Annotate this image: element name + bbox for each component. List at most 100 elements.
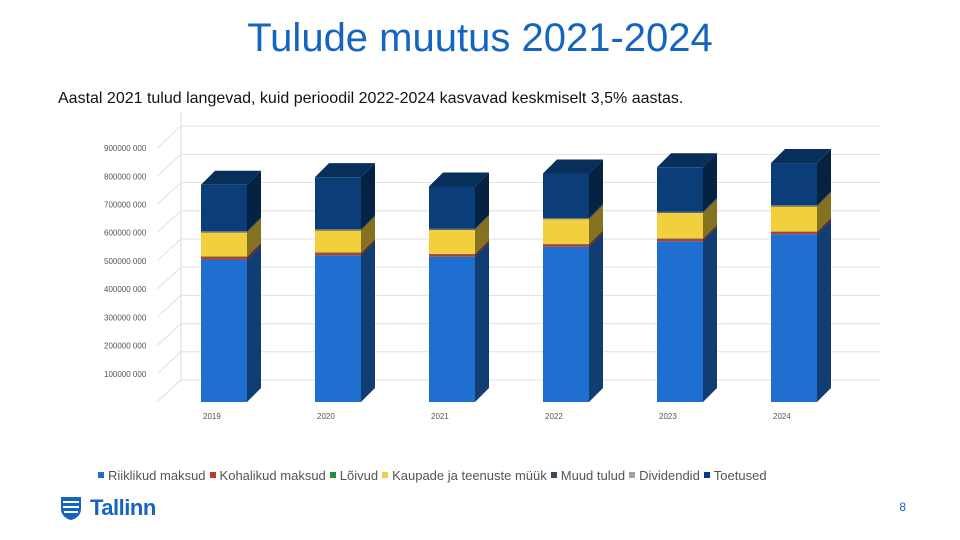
bar-stack-2020 <box>315 163 375 402</box>
bar-segment-muud-tulud-2019-side <box>247 217 261 233</box>
chart-legend: Riiklikud maksud Kohalikud maksud Lõivud Ka… <box>98 468 898 483</box>
bar-segment-l-ivud-2019-side <box>247 242 261 257</box>
gridline <box>156 379 880 403</box>
bar-segment-toetused-2021 <box>429 186 475 229</box>
bar-segment-kaupade-ja-teenuste-m-k-2020 <box>315 230 361 253</box>
gridline <box>156 351 880 375</box>
bar-top-2023 <box>657 153 717 168</box>
bar-segment-riiklikud-maksud-2019-side <box>247 245 261 402</box>
bar-segment-kaupade-ja-teenuste-m-k-2020-side <box>361 216 375 253</box>
bar-segment-muud-tulud-2020-side <box>361 215 375 231</box>
bar-segment-riiklikud-maksud-2024 <box>771 234 817 402</box>
x-tick-label: 2023 <box>659 412 677 421</box>
bar-segment-l-ivud-2020 <box>315 252 361 254</box>
y-tick-label: 200000 000 <box>104 342 147 351</box>
bar-segment-muud-tulud-2021 <box>429 229 475 230</box>
bar-top-2022 <box>543 159 603 174</box>
bar-segment-l-ivud-2022-side <box>589 230 603 245</box>
legend-item: Lõivud <box>329 468 379 483</box>
y-tick-label: 700000 000 <box>104 201 147 210</box>
gridline <box>156 153 880 177</box>
x-tick-label: 2019 <box>203 412 221 421</box>
legend-label: Kohalikud maksud <box>219 468 326 483</box>
y-tick-label: 900000 000 <box>104 144 147 153</box>
chart-labels: 100000 000 200000 000 300000 000 400000 000… <box>104 144 791 421</box>
bar-stack-2019 <box>201 170 261 402</box>
bar-top-2021 <box>429 172 489 187</box>
bar-segment-dividendid-2021-side <box>475 214 489 230</box>
legend-label: Kaupade ja teenuste müük <box>392 468 547 483</box>
legend-swatch <box>329 471 336 478</box>
bar-segment-toetused-2019-side <box>247 170 261 232</box>
bar-segment-riiklikud-maksud-2021 <box>429 256 475 402</box>
bar-segment-riiklikud-maksud-2023-side <box>703 227 717 402</box>
bar-top-2024 <box>771 149 831 164</box>
bar-segment-toetused-2020-side <box>361 163 375 230</box>
tallinn-crest-icon <box>61 497 81 520</box>
bar-stack-2024 <box>771 149 831 402</box>
bar-segment-kohalikud-maksud-2019 <box>201 256 247 260</box>
logo-text: Tallinn <box>90 495 156 520</box>
bar-segment-riiklikud-maksud-2024-side <box>817 220 831 402</box>
gridline <box>156 182 880 205</box>
gridline <box>156 125 880 149</box>
bar-segment-kohalikud-maksud-2020 <box>315 253 361 256</box>
bar-stack-2023 <box>657 153 717 402</box>
y-tick-label: 100000 000 <box>104 370 147 379</box>
bar-segment-kaupade-ja-teenuste-m-k-2022 <box>543 219 589 245</box>
bar-segment-dividendid-2019-side <box>247 217 261 232</box>
gridline <box>156 294 880 318</box>
y-tick-label: 500000 000 <box>104 257 147 266</box>
bar-segment-muud-tulud-2022 <box>543 218 589 220</box>
bar-stack-2022 <box>543 159 603 402</box>
legend-label: Muud tulud <box>560 468 626 483</box>
bar-segment-muud-tulud-2022-side <box>589 204 603 220</box>
bar-segment-toetused-2022-side <box>589 159 603 219</box>
bar-segment-dividendid-2022-side <box>589 204 603 219</box>
bar-segment-toetused-2022 <box>543 173 589 219</box>
bar-segment-kohalikud-maksud-2022-side <box>589 230 603 247</box>
bar-segment-riiklikud-maksud-2022-side <box>589 232 603 402</box>
bar-segment-kaupade-ja-teenuste-m-k-2021-side <box>475 215 489 254</box>
bar-segment-kohalikud-maksud-2024-side <box>817 217 831 235</box>
slide-subtitle: Aastal 2021 tulud langevad, kuid periood… <box>58 90 684 107</box>
bar-segment-toetused-2021-side <box>475 172 489 229</box>
legend-label: Lõivud <box>339 468 379 483</box>
slide-title: Tulude muutus 2021-2024 <box>247 16 713 60</box>
bar-segment-l-ivud-2021-side <box>475 239 489 255</box>
bar-segment-kohalikud-maksud-2019-side <box>247 242 261 260</box>
x-tick-label: 2024 <box>773 412 791 421</box>
y-tick-label: 800000 000 <box>104 172 147 181</box>
bar-segment-toetused-2020 <box>315 177 361 230</box>
bar-segment-l-ivud-2023-side <box>703 224 717 239</box>
bar-top-2020 <box>315 163 375 178</box>
bar-segment-riiklikud-maksud-2023 <box>657 241 703 402</box>
bar-segment-kohalikud-maksud-2023-side <box>703 224 717 242</box>
bar-segment-kaupade-ja-teenuste-m-k-2021 <box>429 229 475 254</box>
y-tick-label: 400000 000 <box>104 285 147 294</box>
legend-swatch <box>209 471 216 478</box>
tallinn-logo: Tallinn <box>58 494 156 522</box>
bar-segment-toetused-2024 <box>771 163 817 206</box>
gridline <box>156 210 880 234</box>
bar-segment-kohalikud-maksud-2022 <box>543 244 589 247</box>
x-tick-label: 2020 <box>317 412 335 421</box>
bar-segment-l-ivud-2019 <box>201 256 247 257</box>
legend-swatch <box>703 471 710 478</box>
bar-segment-l-ivud-2024 <box>771 231 817 232</box>
bar-segment-muud-tulud-2023-side <box>703 198 717 213</box>
legend-label: Toetused <box>713 468 767 483</box>
x-tick-label: 2022 <box>545 412 563 421</box>
gridline <box>156 238 880 262</box>
bar-top-2019 <box>201 170 261 185</box>
y-tick-label: 600000 000 <box>104 229 147 238</box>
legend-swatch <box>629 471 636 478</box>
x-tick-label: 2021 <box>431 412 449 421</box>
bar-segment-kaupade-ja-teenuste-m-k-2024 <box>771 206 817 232</box>
bar-segment-kaupade-ja-teenuste-m-k-2022-side <box>589 205 603 245</box>
bar-segment-muud-tulud-2021-side <box>475 215 489 230</box>
gridline <box>156 266 880 290</box>
chart-grid <box>156 112 880 403</box>
legend-swatch <box>98 471 104 478</box>
bar-segment-dividendid-2024-side <box>817 191 831 206</box>
